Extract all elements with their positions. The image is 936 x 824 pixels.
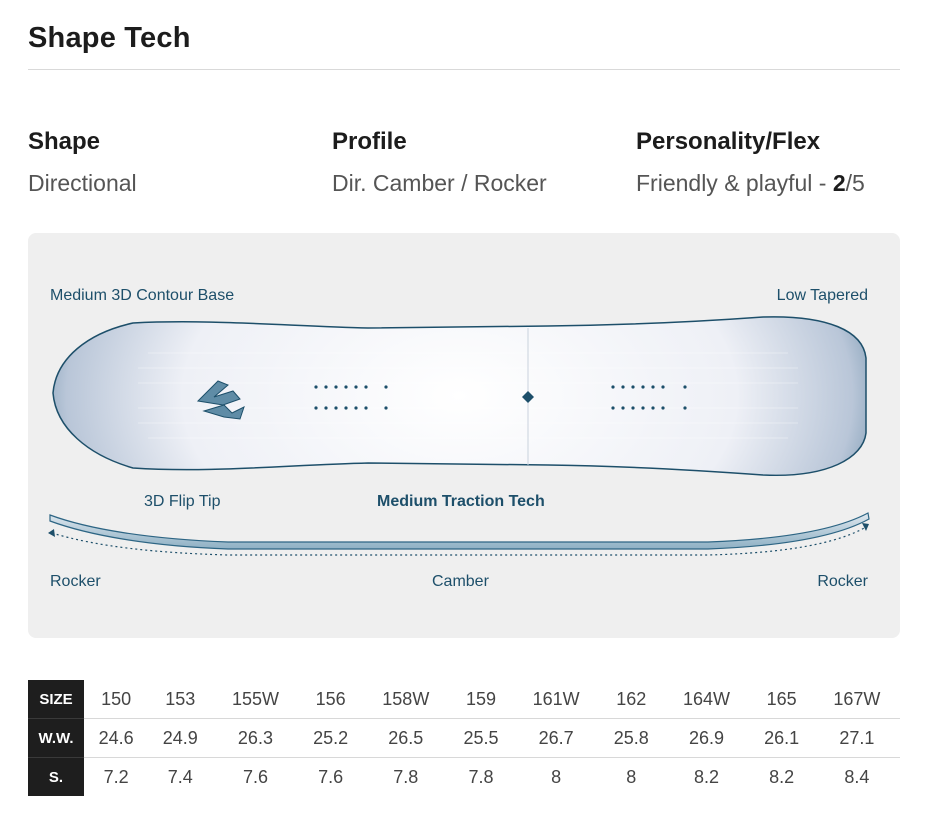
- table-cell: 26.7: [513, 718, 600, 758]
- table-cell: 8: [551, 766, 562, 787]
- center-mark-icon: [522, 391, 534, 403]
- spec-shape-label: Shape: [28, 128, 101, 155]
- rocker-left-arrow-icon: [48, 529, 55, 537]
- table-cell: 161W: [513, 680, 600, 719]
- table-cell: 159: [448, 680, 514, 719]
- size-table-row-size: SIZE 150 153 155W 156 158W 159 161W 162 164W 165 16…: [28, 680, 900, 719]
- spec-profile: Profile Dir. Camber / Rocker: [332, 126, 547, 199]
- table-cell: 150: [84, 680, 149, 719]
- table-cell: 26.9: [663, 718, 750, 758]
- size-table: SIZE 150 153 155W 156 158W 159 161W 162 164W 165 16…: [28, 680, 900, 796]
- rocker-right-arrow-icon: [862, 523, 869, 531]
- table-cell: 7.2: [103, 766, 129, 787]
- spec-flex: Personality/Flex Friendly & playful - 2/…: [636, 126, 865, 199]
- insert-pattern-front: [314, 385, 388, 410]
- spec-profile-label: Profile: [332, 128, 407, 155]
- board-top-view: [52, 316, 867, 477]
- label-camber: Camber: [432, 573, 489, 590]
- section-title: Shape Tech: [28, 22, 191, 54]
- spec-shape: Shape Directional: [28, 126, 137, 199]
- label-traction-tech: Medium Traction Tech: [377, 493, 545, 510]
- table-cell: 8.2: [693, 766, 719, 787]
- flex-description: Friendly & playful -: [636, 170, 833, 196]
- table-cell: 167W: [813, 680, 900, 719]
- table-cell: 155W: [212, 680, 299, 719]
- board-texture: [138, 352, 798, 439]
- table-cell: 24.6: [84, 718, 149, 758]
- board-side-profile: [49, 512, 870, 550]
- table-cell: 162: [599, 680, 664, 719]
- table-cell: 7.8: [468, 766, 494, 787]
- table-cell: 26.1: [749, 718, 814, 758]
- row-header: S.: [28, 757, 84, 796]
- table-cell: 153: [148, 680, 213, 719]
- table-cell: 27.1: [813, 718, 900, 758]
- insert-pattern-rear: [611, 385, 687, 410]
- row-header: SIZE: [28, 680, 84, 719]
- title-divider: [28, 69, 900, 70]
- label-rocker-left: Rocker: [50, 573, 101, 590]
- table-cell: 8: [626, 766, 637, 787]
- size-table-row-sidecut: S. 7.2 7.4 7.6 7.6 7.8 7.8 8 8 8.2 8.2 8.4: [28, 757, 900, 796]
- table-cell: 7.6: [318, 766, 344, 787]
- spec-flex-label: Personality/Flex: [636, 128, 821, 155]
- table-cell: 156: [298, 680, 363, 719]
- board-diagram-panel: Medium 3D Contour Base Low Tapered 3D Fl…: [28, 233, 900, 638]
- spec-profile-value: Dir. Camber / Rocker: [332, 170, 547, 196]
- table-cell: 26.5: [362, 718, 449, 758]
- size-table-row-waist-width: W.W. 24.6 24.9 26.3 25.2 26.5 25.5 26.7 25.8 26.9…: [28, 718, 900, 758]
- label-flip-tip: 3D Flip Tip: [144, 493, 221, 510]
- table-cell: 8.4: [844, 766, 870, 787]
- table-cell: 7.8: [393, 766, 419, 787]
- table-cell: 25.5: [448, 718, 514, 758]
- table-cell: 7.4: [167, 766, 193, 787]
- table-cell: 26.3: [212, 718, 299, 758]
- spec-flex-value: Friendly & playful - 2/5: [636, 167, 865, 199]
- table-cell: 25.8: [599, 718, 664, 758]
- table-cell: 8.2: [769, 766, 795, 787]
- profile-arrow-line: [51, 526, 867, 556]
- table-cell: 25.2: [298, 718, 363, 758]
- spec-shape-value: Directional: [28, 170, 137, 196]
- table-cell: 24.9: [148, 718, 213, 758]
- label-rocker-right: Rocker: [817, 573, 868, 590]
- label-low-tapered: Low Tapered: [776, 287, 868, 304]
- flex-rating: 2: [832, 170, 846, 196]
- label-contour-base: Medium 3D Contour Base: [50, 287, 235, 304]
- table-cell: 7.6: [242, 766, 268, 787]
- table-cell: 164W: [663, 680, 750, 719]
- board-diagram: [48, 316, 870, 556]
- table-cell: 165: [749, 680, 814, 719]
- row-header: W.W.: [28, 718, 84, 758]
- brand-logo-icon: [196, 380, 245, 420]
- table-cell: 158W: [362, 680, 449, 719]
- flex-max: /5: [845, 170, 865, 196]
